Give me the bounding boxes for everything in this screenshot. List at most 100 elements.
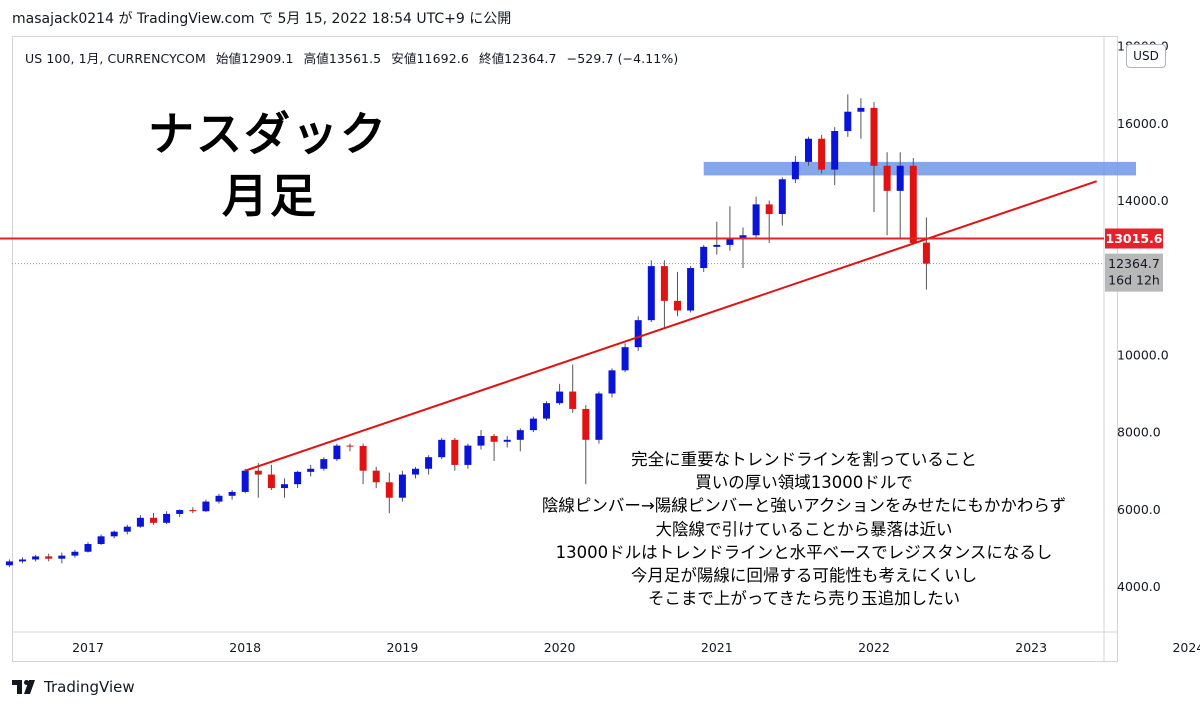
candle xyxy=(687,266,695,313)
candle-body xyxy=(556,391,564,404)
candle-body xyxy=(320,459,328,469)
legend-change: −529.7 (−4.11%) xyxy=(566,51,679,66)
candle xyxy=(19,557,26,564)
candle xyxy=(870,102,878,213)
candle xyxy=(307,464,315,477)
candle-body xyxy=(660,266,668,301)
candle-body xyxy=(346,445,354,447)
current-price-label: 12364.7 xyxy=(1108,256,1160,271)
candle xyxy=(228,490,236,500)
tradingview-logo-icon xyxy=(12,680,35,694)
candle xyxy=(294,470,302,489)
candle xyxy=(844,94,852,137)
publisher-header: masajack0214 が TradingView.com で 5月 15, … xyxy=(12,11,512,27)
candle-body xyxy=(451,439,459,465)
candle-body xyxy=(19,559,26,562)
x-tick-label: 2024 xyxy=(1172,640,1200,655)
annotation-title-line1: ナスダック xyxy=(148,107,388,161)
candle-body xyxy=(281,484,288,489)
resistance-zone xyxy=(703,161,1136,176)
candle xyxy=(71,549,79,558)
candle-body xyxy=(359,445,367,471)
candle xyxy=(398,470,406,502)
candle xyxy=(110,530,118,539)
candle xyxy=(647,260,655,323)
candle-body xyxy=(805,138,812,162)
candle-body xyxy=(765,204,773,215)
footer-brand[interactable]: TradingView xyxy=(44,678,135,696)
candle xyxy=(765,200,773,243)
candle xyxy=(831,127,839,186)
footer: TradingView xyxy=(12,678,135,696)
candle xyxy=(412,466,419,479)
candle-body xyxy=(294,471,302,485)
candle-body xyxy=(516,430,524,440)
note-line: 大陰線で引けていることから暴落は近い xyxy=(655,519,953,539)
candle xyxy=(97,534,105,545)
note-line: 13000ドルはトレンドラインと水平ベースでレジスタンスになるし xyxy=(555,542,1053,562)
legend-high: 高値13561.5 xyxy=(303,51,382,66)
annotation-title-line2: 月足 xyxy=(222,169,318,223)
candle xyxy=(516,428,524,452)
candle-body xyxy=(189,510,197,512)
candle xyxy=(569,364,577,413)
candle xyxy=(451,437,459,471)
candle xyxy=(32,554,40,562)
candle-body xyxy=(818,138,826,170)
candle xyxy=(385,472,393,514)
candle-body xyxy=(608,370,616,394)
note-line: 今月足が陽線に回帰する可能性も考えにくいし xyxy=(630,566,978,586)
candle xyxy=(254,462,262,498)
x-tick-label: 2020 xyxy=(544,640,576,655)
x-tick-label: 2018 xyxy=(229,640,261,655)
y-tick-label: 14000.0 xyxy=(1117,193,1169,208)
candle xyxy=(136,515,144,528)
candle-body xyxy=(202,501,210,512)
candle-body xyxy=(595,393,603,440)
candle xyxy=(320,457,328,471)
candle-body xyxy=(176,510,184,514)
note-line: 陰線ピンバー→陽線ピンバーと強いアクションをみせたにもかかわらず xyxy=(541,496,1067,516)
candle xyxy=(857,98,865,139)
candle-body xyxy=(569,391,577,409)
candle-body xyxy=(150,517,157,523)
x-tick-label: 2017 xyxy=(72,640,104,655)
candle xyxy=(556,383,564,406)
candle xyxy=(241,468,249,494)
candle-body xyxy=(543,403,550,419)
candle-body xyxy=(163,513,171,523)
candle-body xyxy=(45,556,53,559)
currency-button[interactable]: USD xyxy=(1126,44,1166,68)
current-price-label-bg xyxy=(1105,253,1163,292)
candle xyxy=(726,206,734,251)
candle-body xyxy=(791,161,799,180)
note-line: そこまで上がってきたら売り玉追加したい xyxy=(647,589,961,609)
candle-body xyxy=(739,235,747,240)
y-tick-label: 6000.0 xyxy=(1117,502,1161,517)
annotation-note: 完全に重要なトレンドラインを割っていること 買いの厚い領域13000ドルで 陰線… xyxy=(490,448,1118,610)
candle xyxy=(215,493,223,504)
candle xyxy=(58,552,66,564)
candle-body xyxy=(32,556,40,560)
candle xyxy=(45,553,53,562)
candle xyxy=(163,511,171,524)
candle-body xyxy=(713,244,721,247)
legend-low: 安値11692.6 xyxy=(391,51,469,66)
candle-body xyxy=(228,491,236,496)
candle-body xyxy=(477,435,485,446)
legend-symbol[interactable]: US 100, 1月, CURRENCYCOM xyxy=(25,51,206,66)
candle xyxy=(346,443,354,452)
candle-body xyxy=(97,536,105,545)
candle-body xyxy=(254,470,262,475)
legend-close: 終値12364.7 xyxy=(478,51,557,66)
candle xyxy=(5,559,13,568)
candle xyxy=(359,443,367,485)
note-line: 完全に重要なトレンドラインを割っていること xyxy=(631,450,977,469)
candle xyxy=(700,244,708,272)
candle xyxy=(634,316,642,352)
candle xyxy=(791,156,799,184)
candle-body xyxy=(412,468,419,475)
x-tick-label: 2021 xyxy=(701,640,733,655)
candle-body xyxy=(857,107,865,112)
